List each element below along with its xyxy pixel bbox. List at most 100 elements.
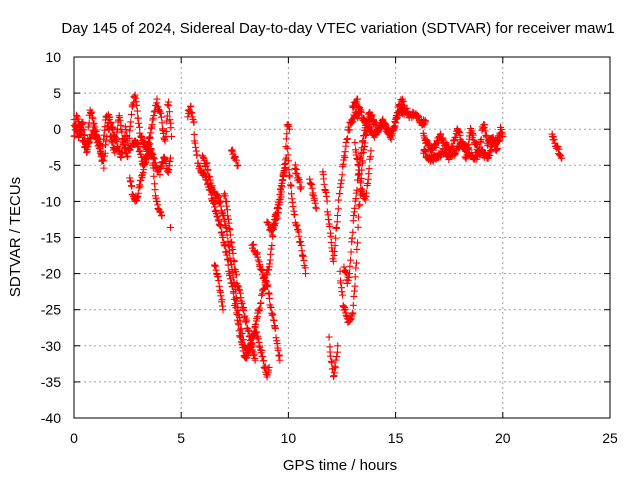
data-point xyxy=(359,137,367,145)
data-point xyxy=(249,240,257,248)
data-point xyxy=(165,108,173,116)
y-tick-label: 0 xyxy=(53,121,61,137)
data-point xyxy=(360,114,368,122)
data-point xyxy=(161,155,169,163)
data-point xyxy=(272,334,280,342)
data-point xyxy=(349,118,357,126)
data-point xyxy=(346,270,354,278)
data-point xyxy=(351,204,359,212)
data-point xyxy=(265,260,273,268)
data-point xyxy=(274,346,282,354)
data-point xyxy=(308,184,316,192)
data-point xyxy=(240,306,248,314)
data-point xyxy=(486,151,494,159)
data-point xyxy=(336,183,344,191)
data-point xyxy=(356,170,364,178)
data-point xyxy=(325,216,333,224)
y-tick-label: -30 xyxy=(41,338,61,354)
data-point xyxy=(245,327,253,335)
data-point xyxy=(147,124,155,132)
data-point xyxy=(258,266,266,274)
data-point xyxy=(320,180,328,188)
data-point xyxy=(235,321,243,329)
data-point xyxy=(288,195,296,203)
data-point xyxy=(260,273,268,281)
data-point xyxy=(333,218,341,226)
data-point xyxy=(116,116,124,124)
data-point xyxy=(150,172,158,180)
data-point xyxy=(439,134,447,142)
data-point xyxy=(558,154,566,162)
data-point xyxy=(287,182,295,190)
data-point xyxy=(145,134,153,142)
data-point xyxy=(87,109,95,117)
data-point xyxy=(311,199,319,207)
data-point xyxy=(328,359,336,367)
y-tick-label: -20 xyxy=(41,266,61,282)
data-point xyxy=(390,123,398,131)
data-point xyxy=(295,232,303,240)
data-point xyxy=(118,128,126,136)
data-point xyxy=(229,148,237,156)
data-point xyxy=(289,203,297,211)
data-point xyxy=(293,170,301,178)
data-point xyxy=(167,124,175,132)
data-point xyxy=(103,122,111,130)
data-point xyxy=(267,245,275,253)
data-point xyxy=(135,139,143,147)
data-point xyxy=(366,153,374,161)
data-point xyxy=(157,113,165,121)
data-point xyxy=(342,138,350,146)
data-point xyxy=(367,147,375,155)
data-point xyxy=(146,133,154,141)
data-point xyxy=(279,172,287,180)
y-tick-label: 5 xyxy=(53,85,61,101)
data-point xyxy=(260,357,268,365)
data-point xyxy=(354,213,362,221)
data-point xyxy=(190,118,198,126)
data-point xyxy=(493,144,501,152)
data-point xyxy=(336,190,344,198)
data-point xyxy=(143,146,151,154)
data-point xyxy=(341,148,349,156)
data-point xyxy=(323,208,331,216)
data-point xyxy=(190,130,198,138)
data-point xyxy=(163,112,171,120)
data-point xyxy=(100,164,108,172)
data-point xyxy=(133,107,141,115)
data-point xyxy=(326,223,334,231)
data-point xyxy=(153,95,161,103)
data-point xyxy=(349,309,357,317)
data-point xyxy=(264,281,272,289)
data-point xyxy=(299,252,307,260)
data-point xyxy=(84,123,92,131)
data-point xyxy=(330,248,338,256)
data-point xyxy=(166,154,174,162)
data-point xyxy=(256,304,264,312)
data-point xyxy=(248,343,256,351)
data-point xyxy=(327,357,335,365)
data-point xyxy=(357,150,365,158)
data-point xyxy=(277,186,285,194)
data-point xyxy=(221,192,229,200)
data-point xyxy=(127,118,135,126)
data-point xyxy=(230,258,238,266)
data-point xyxy=(269,232,277,240)
data-point xyxy=(477,135,485,143)
data-point xyxy=(353,245,361,253)
data-point xyxy=(353,259,361,267)
data-point xyxy=(484,141,492,149)
data-point xyxy=(75,129,83,137)
data-point xyxy=(265,363,273,371)
data-point xyxy=(73,111,81,119)
data-point xyxy=(284,151,292,159)
data-point xyxy=(334,205,342,213)
data-point xyxy=(438,136,446,144)
data-point xyxy=(166,223,174,231)
data-point xyxy=(275,352,283,360)
data-point xyxy=(243,317,251,325)
data-point xyxy=(148,153,156,161)
data-point xyxy=(481,121,489,129)
data-point xyxy=(148,121,156,129)
